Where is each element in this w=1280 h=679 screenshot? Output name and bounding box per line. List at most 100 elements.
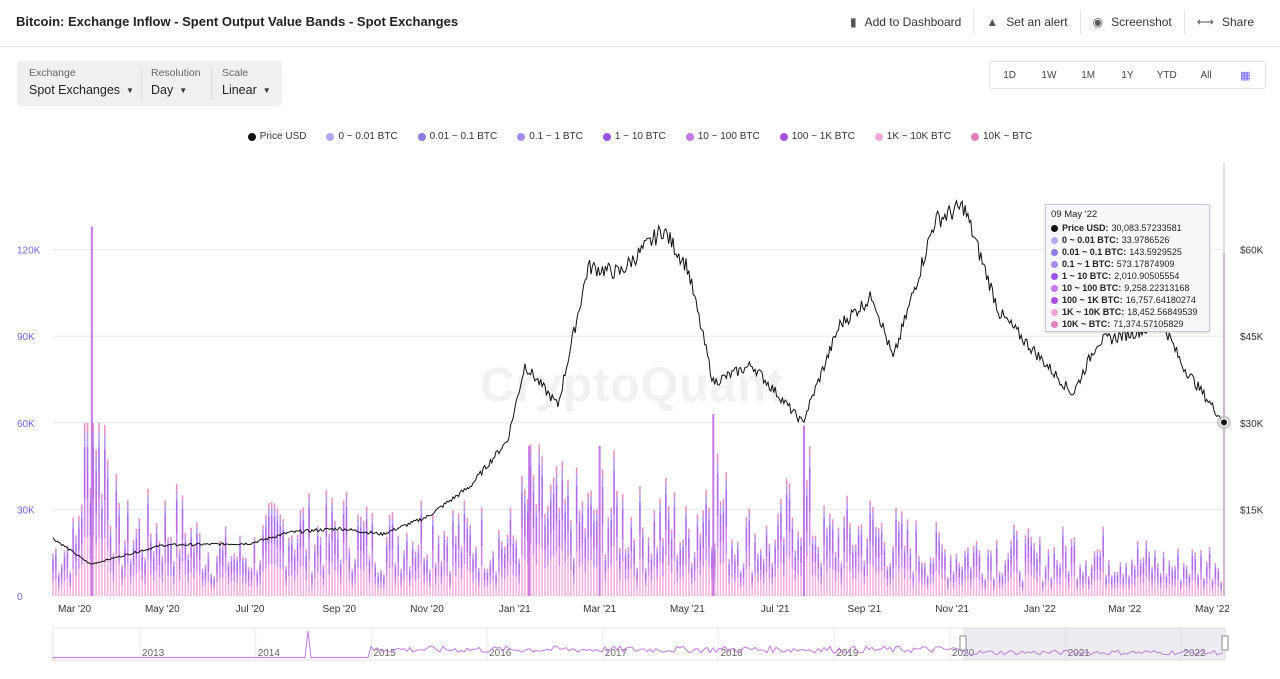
data-bar-segment [590, 560, 592, 596]
x-tick-label: Nov '20 [410, 604, 444, 615]
tooltip-series-value: 71,374.57105829 [1113, 319, 1184, 329]
data-bar-segment [607, 517, 610, 522]
data-bar-segment [457, 567, 460, 596]
data-bar-segment [673, 506, 676, 520]
calendar-icon[interactable]: ▦ [1240, 69, 1251, 82]
legend-item[interactable]: 0 ~ 0.01 BTC [326, 131, 398, 142]
data-bar-segment [98, 433, 100, 448]
legend-item[interactable]: 1K ~ 10K BTC [874, 131, 951, 142]
data-bar-segment [1013, 571, 1015, 596]
data-bar-segment [207, 554, 210, 559]
legend-item[interactable]: 0.1 ~ 1 BTC [517, 131, 583, 142]
data-bar-segment [1036, 558, 1038, 565]
data-bar-segment [210, 576, 213, 580]
data-bar-segment [129, 574, 132, 584]
data-bar-segment [1211, 579, 1214, 582]
data-bar-segment [319, 540, 322, 546]
data-bar-segment [230, 561, 233, 567]
data-bar-segment [1157, 577, 1159, 585]
navigator-year-label: 2021 [1068, 648, 1091, 659]
data-bar-segment [469, 529, 471, 535]
x-tick-label: Mar '21 [583, 604, 616, 615]
data-bar-segment [544, 549, 546, 568]
legend-item[interactable]: 1 ~ 10 BTC [602, 131, 666, 142]
data-bar-segment [587, 492, 589, 499]
range-all-button[interactable]: All [1200, 69, 1212, 81]
data-bar-segment [872, 519, 874, 531]
range-1y-button[interactable]: 1Y [1121, 69, 1134, 81]
range-ytd-button[interactable]: YTD [1156, 69, 1177, 81]
data-bar-segment [745, 528, 748, 538]
data-bar-segment [127, 505, 129, 514]
share-button[interactable]: ⟷ Share [1185, 10, 1266, 34]
legend-item[interactable]: 10 ~ 100 BTC [685, 131, 760, 142]
data-bar-segment [509, 512, 512, 520]
data-bar-segment [1136, 544, 1139, 549]
data-bar-segment [152, 553, 155, 558]
data-bar-segment [394, 564, 397, 568]
screenshot-button[interactable]: ◉ Screenshot [1081, 10, 1184, 34]
data-bar-segment [524, 504, 526, 518]
range-1d-button[interactable]: 1D [1003, 69, 1017, 81]
data-bar-segment [426, 554, 428, 557]
legend-item[interactable]: Price USD [247, 131, 306, 142]
range-navigator[interactable]: 2013 2014 2015 2016 2017 2018 2019 2020 2021 2022 [0, 626, 1280, 666]
legend-item[interactable]: 10K ~ BTC [971, 131, 1032, 142]
data-bar-segment [987, 569, 989, 581]
data-bar-segment [731, 564, 733, 577]
data-bar-segment [455, 544, 457, 552]
data-bar-segment [213, 579, 215, 582]
set-alert-button[interactable]: ▲ Set an alert [974, 10, 1079, 34]
legend-dot-icon [685, 132, 694, 141]
data-bar-segment [86, 537, 89, 596]
range-1m-button[interactable]: 1M [1081, 69, 1096, 81]
data-bar-segment [455, 535, 457, 540]
data-bar-segment [328, 561, 331, 575]
data-bar-segment [158, 555, 161, 566]
legend-item[interactable]: 0.01 ~ 0.1 BTC [417, 131, 497, 142]
data-bar-segment [106, 467, 109, 479]
data-bar-segment [1171, 567, 1174, 569]
data-bar-segment [506, 561, 509, 576]
data-bar-segment [978, 580, 981, 596]
data-bar-segment [837, 557, 840, 573]
exchange-select[interactable]: Exchange Spot Exchanges ▼ [29, 67, 134, 97]
data-bar-segment [742, 584, 745, 596]
range-1w-button[interactable]: 1W [1041, 69, 1057, 81]
scale-select[interactable]: Scale Linear ▼ [222, 67, 271, 97]
set-alert-label: Set an alert [1006, 15, 1068, 29]
data-bar-segment [314, 551, 316, 559]
data-bar-segment [1197, 573, 1199, 576]
tooltip-row: Price USD: 30,083.57233581 [1051, 222, 1204, 234]
data-bar-segment [854, 578, 857, 596]
data-bar-segment [92, 433, 95, 448]
data-bar-segment [1021, 590, 1024, 596]
data-bar-segment [1125, 567, 1127, 572]
data-bar-segment [423, 574, 425, 583]
data-bar-segment [1148, 580, 1150, 596]
data-bar-segment [311, 575, 313, 579]
resolution-select[interactable]: Resolution Day ▼ [151, 67, 201, 97]
data-bar-segment [716, 453, 719, 463]
data-bar-segment [1214, 562, 1217, 565]
data-bar-segment [866, 553, 869, 564]
x-tick-label: Sep '21 [848, 604, 882, 615]
legend-item[interactable]: 100 ~ 1K BTC [779, 131, 855, 142]
data-bar-segment [267, 527, 270, 544]
data-bar-segment [518, 575, 520, 584]
data-bar-segment [55, 548, 57, 552]
data-bar-segment [1188, 588, 1191, 596]
data-bar-segment [912, 587, 915, 596]
data-bar-segment [368, 573, 371, 583]
data-bar-segment [262, 543, 264, 557]
data-bar-segment [460, 549, 463, 554]
data-bar-segment [152, 580, 155, 596]
data-bar-segment [673, 492, 676, 499]
add-to-dashboard-button[interactable]: ▮ Add to Dashboard [838, 10, 973, 34]
data-bar-segment [840, 571, 843, 578]
data-bar-segment [595, 514, 598, 522]
data-bar-segment [201, 570, 204, 573]
data-bar-segment [955, 572, 958, 582]
data-bar-segment [906, 530, 909, 540]
